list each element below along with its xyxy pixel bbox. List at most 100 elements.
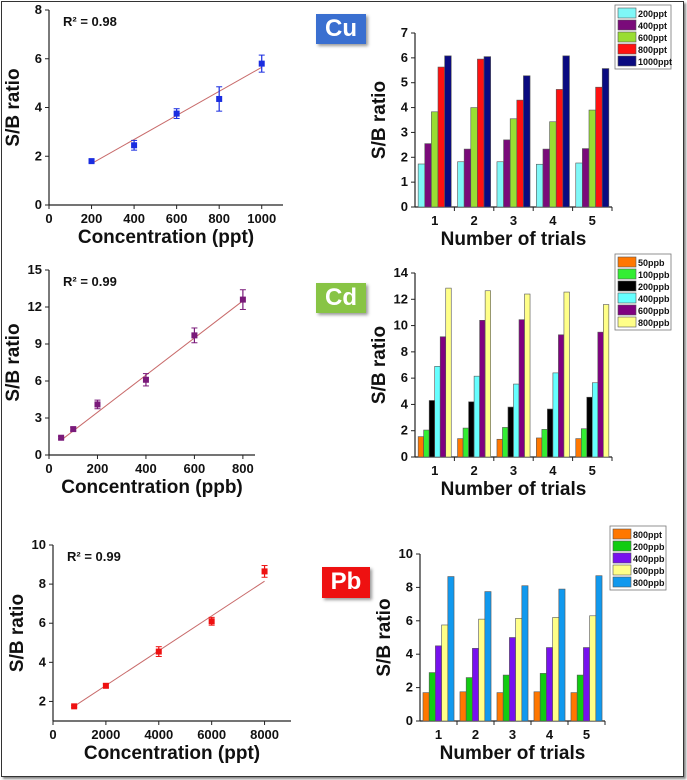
bar-800ppb — [524, 293, 531, 458]
bar-50ppb — [575, 438, 582, 458]
x-tick-label: 1 — [431, 463, 438, 478]
x-tick-label: 600 — [184, 461, 206, 476]
bar-800ppb — [595, 575, 603, 722]
x-tick-label: 1 — [435, 727, 442, 742]
legend-swatch — [617, 316, 637, 328]
bar-600ppb — [552, 617, 560, 722]
bar-200ppb — [547, 408, 554, 458]
y-tick-label: 8 — [39, 576, 46, 591]
y-tick-label: 4 — [35, 100, 43, 115]
bar-400ppt — [582, 148, 590, 208]
bar-200ppb — [539, 673, 547, 722]
data-point — [155, 648, 162, 655]
legend-swatch — [612, 552, 632, 564]
bar-600ppb — [515, 617, 523, 722]
y-axis-label: S/B ratio — [369, 326, 390, 404]
bar-400ppt — [463, 148, 472, 208]
bar-200ppt — [496, 161, 504, 208]
r-squared-annotation: R² = 0.99 — [67, 549, 121, 564]
bar-50ppb — [496, 438, 503, 458]
bar-100ppb — [423, 429, 430, 458]
bar-600ppb — [597, 331, 604, 458]
data-point — [191, 332, 198, 339]
legend-label: 200ppb — [638, 282, 670, 292]
y-tick-label: 10 — [399, 546, 413, 561]
y-axis-label: S/B ratio — [3, 323, 24, 401]
x-axis-label: Number of trials — [441, 479, 587, 500]
bar-200ppt — [417, 163, 426, 208]
badge-cd: Cd — [316, 283, 366, 313]
bar-400ppb — [583, 647, 590, 722]
legend-swatch — [617, 292, 637, 304]
bar-50ppb — [457, 438, 464, 458]
bar-200ppt — [575, 162, 583, 208]
bar-400ppb — [434, 366, 441, 458]
y-axis-label: S/B ratio — [369, 81, 390, 159]
legend-label: 200ppb — [633, 542, 665, 552]
y-axis-label: S/B ratio — [3, 68, 24, 146]
x-tick-label: 2000 — [91, 727, 120, 742]
bar-600ppb — [518, 319, 525, 458]
y-tick-label: 6 — [39, 615, 46, 630]
legend-label: 800ppt — [638, 45, 667, 55]
bar-100ppb — [502, 427, 509, 458]
data-point — [131, 142, 138, 149]
bar-600ppt — [588, 109, 596, 208]
bar-400ppt — [503, 139, 511, 208]
x-tick-label: 5 — [589, 213, 596, 228]
bar-800ppt — [422, 692, 430, 722]
x-tick-label: 2 — [470, 463, 477, 478]
bar-1000ppt — [444, 55, 452, 208]
y-tick-label: 3 — [35, 410, 42, 425]
x-axis-label: Number of trials — [440, 743, 586, 764]
y-tick-label: 2 — [401, 149, 408, 164]
legend-label: 800ppt — [633, 530, 662, 540]
legend-label: 600ppb — [633, 566, 665, 576]
y-tick-label: 8 — [401, 344, 408, 359]
x-tick-label: 600 — [166, 211, 188, 226]
data-point — [239, 296, 246, 303]
x-tick-label: 0 — [45, 461, 52, 476]
x-tick-label: 1000 — [247, 211, 276, 226]
legend-swatch — [612, 564, 632, 576]
legend-swatch — [617, 256, 637, 268]
cd-linear-chart: 0 3 6 9 12 15 S/B ratio Concentration (ppb) 0 200… — [3, 262, 255, 498]
bar-600ppb — [479, 320, 486, 458]
data-point — [94, 401, 101, 408]
legend-label: 400ppt — [638, 21, 667, 31]
x-tick-label: 4 — [546, 727, 554, 742]
bar-800ppt — [570, 692, 578, 722]
bar-800ppt — [496, 692, 504, 722]
bar-400ppt — [542, 148, 550, 208]
y-tick-label: 6 — [35, 51, 42, 66]
bar-100ppb — [541, 429, 548, 458]
x-tick-label: 0 — [49, 727, 56, 742]
y-tick-label: 0 — [35, 447, 42, 462]
bar-50ppb — [417, 436, 424, 458]
y-tick-label: 8 — [406, 579, 413, 594]
y-tick-label: 2 — [406, 680, 413, 695]
x-tick-label: 3 — [510, 213, 517, 228]
r-squared-annotation: R² = 0.99 — [63, 274, 117, 289]
x-tick-label: 400 — [135, 461, 157, 476]
y-tick-label: 4 — [406, 646, 414, 661]
legend-swatch — [617, 280, 637, 292]
bar-800ppt — [477, 58, 485, 208]
bar-100ppb — [580, 428, 588, 458]
x-tick-label: 400 — [123, 211, 145, 226]
y-tick-label: 7 — [401, 25, 408, 40]
legend-label: 600ppt — [638, 33, 667, 43]
data-point — [102, 682, 109, 689]
y-tick-label: 14 — [394, 265, 409, 280]
cu-linear-chart: 0 2 4 6 8 S/B ratio Concentration (ppt) 0 200 400… — [3, 2, 283, 248]
x-tick-label: 800 — [208, 211, 230, 226]
y-tick-label: 6 — [35, 373, 42, 388]
bar-200ppb — [502, 674, 510, 722]
legend-swatch — [617, 19, 637, 31]
legend-swatch — [617, 268, 637, 280]
bar-800ppt — [555, 89, 564, 208]
